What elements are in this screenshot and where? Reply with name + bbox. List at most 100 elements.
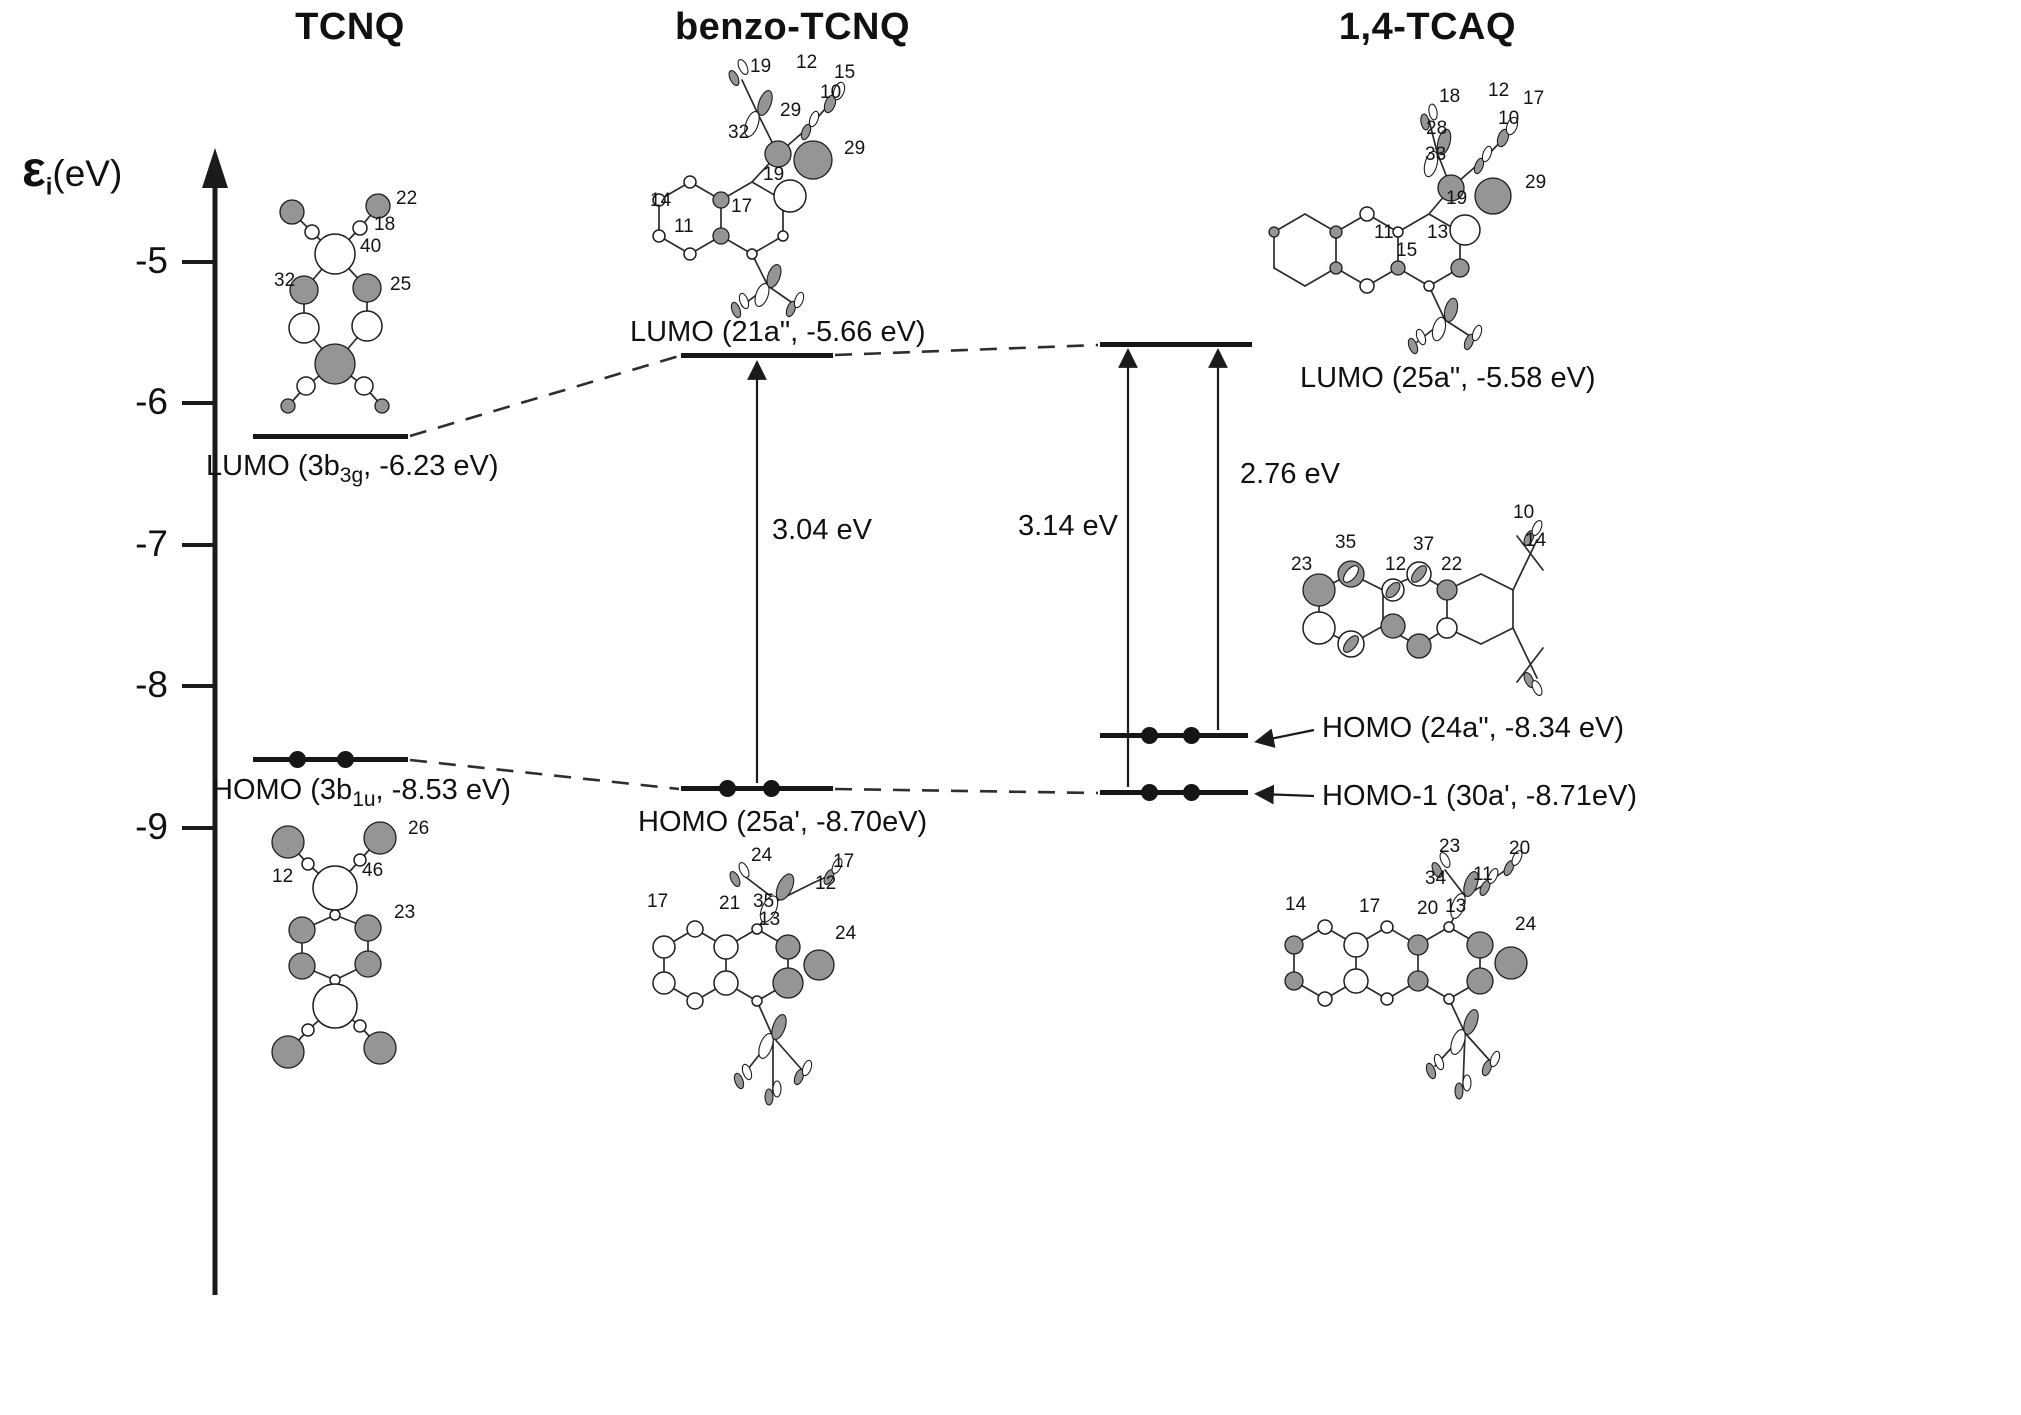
- homo-correlation-dash-left: [409, 758, 680, 791]
- electron-dot: [337, 751, 354, 768]
- svg-text:32: 32: [274, 270, 295, 291]
- svg-text:46: 46: [362, 860, 383, 881]
- svg-text:21: 21: [719, 893, 740, 914]
- svg-text:17: 17: [833, 851, 854, 872]
- tcaq-homo1-label: HOMO-1 (30a', -8.71eV): [1322, 780, 1637, 812]
- svg-text:11: 11: [1374, 222, 1394, 243]
- svg-text:10: 10: [820, 82, 841, 103]
- tick-label: -5: [135, 240, 168, 281]
- tick-label: -6: [135, 381, 168, 422]
- svg-text:19: 19: [763, 164, 784, 185]
- svg-text:12: 12: [272, 866, 293, 887]
- electron-dot: [719, 780, 736, 797]
- svg-text:11: 11: [1473, 864, 1493, 885]
- svg-text:24: 24: [835, 923, 857, 944]
- svg-text:34: 34: [1425, 868, 1447, 889]
- svg-text:29: 29: [1525, 172, 1546, 193]
- column-title-tcaq: 1,4-TCAQ: [1338, 6, 1517, 48]
- svg-text:15: 15: [1396, 240, 1417, 261]
- tcaq-lumo-level: [1100, 342, 1252, 347]
- svg-text:17: 17: [1523, 88, 1544, 109]
- svg-text:22: 22: [1441, 554, 1462, 575]
- tcaq-homo-orbital-diagram: 10 14 35 37 23 12 22: [1291, 502, 1547, 696]
- tick-label: -9: [135, 806, 168, 847]
- svg-text:24: 24: [751, 845, 773, 866]
- svg-text:23: 23: [1291, 554, 1312, 575]
- tcaq-homo1-level: [1100, 784, 1248, 801]
- svg-text:13: 13: [759, 909, 780, 930]
- svg-text:23: 23: [1439, 836, 1460, 857]
- svg-text:13: 13: [1445, 896, 1466, 917]
- tcaq-homo1-orbital-diagram: 23 20 11 34 14 17 20 13 24: [1284, 836, 1537, 1100]
- energy-axis-arrowhead: [202, 148, 228, 188]
- electron-dot: [1141, 727, 1158, 744]
- svg-text:11: 11: [674, 216, 694, 237]
- tcnq-homo-label: HOMO (3b1u, -8.53 eV): [212, 774, 511, 811]
- benzo-lumo-label: LUMO (21a", -5.66 eV): [630, 316, 926, 348]
- svg-text:37: 37: [1413, 534, 1434, 555]
- svg-text:17: 17: [647, 891, 668, 912]
- svg-text:10: 10: [1498, 108, 1519, 129]
- svg-text:22: 22: [396, 188, 417, 209]
- tick-label: -7: [135, 523, 168, 564]
- svg-text:14: 14: [1285, 894, 1307, 915]
- electron-dot: [289, 751, 306, 768]
- electron-dot: [1183, 727, 1200, 744]
- svg-text:12: 12: [1488, 80, 1509, 101]
- benzo-gap-label: 3.04 eV: [772, 514, 872, 546]
- svg-text:40: 40: [360, 236, 381, 257]
- homo1-label-pointer-arrow: [1254, 784, 1315, 805]
- svg-text:26: 26: [408, 818, 429, 839]
- svg-text:17: 17: [1359, 896, 1380, 917]
- svg-text:12: 12: [796, 52, 817, 73]
- tcnq-homo-level: [253, 751, 408, 768]
- svg-text:20: 20: [1509, 838, 1530, 859]
- svg-text:19: 19: [750, 56, 771, 77]
- svg-text:29: 29: [844, 138, 865, 159]
- benzo-homo-level: [681, 780, 833, 797]
- svg-text:23: 23: [394, 902, 415, 923]
- axis-unit: (eV): [52, 153, 123, 194]
- svg-text:14: 14: [650, 190, 672, 211]
- svg-text:24: 24: [1515, 914, 1537, 935]
- tcaq-homo-label: HOMO (24a", -8.34 eV): [1322, 712, 1625, 744]
- svg-text:25: 25: [390, 274, 411, 295]
- tcnq-lumo-label: LUMO (3b3g, -6.23 eV): [206, 450, 499, 487]
- svg-text:12: 12: [815, 873, 836, 894]
- svg-text:33: 33: [1425, 144, 1446, 165]
- benzo-homo-label: HOMO (25a', -8.70eV): [638, 806, 928, 838]
- svg-text:18: 18: [1439, 86, 1460, 107]
- tcnq-lumo-level: [253, 434, 408, 439]
- svg-text:29: 29: [780, 100, 801, 121]
- svg-text:35: 35: [1335, 532, 1356, 553]
- benzo-lumo-level: [681, 353, 833, 358]
- svg-text:18: 18: [374, 214, 395, 235]
- homo-label-pointer-arrow: [1254, 728, 1315, 748]
- svg-text:32: 32: [728, 122, 749, 143]
- svg-text:19: 19: [1446, 188, 1467, 209]
- tcaq-gap-label-homo1: 3.14 eV: [1018, 510, 1118, 542]
- svg-text:13: 13: [1427, 222, 1448, 243]
- electron-dot: [763, 780, 780, 797]
- electron-dot: [1141, 784, 1158, 801]
- lumo-correlation-dash-right: [834, 343, 1099, 357]
- lumo-correlation-dash-left: [409, 354, 680, 438]
- svg-text:15: 15: [834, 62, 855, 83]
- svg-text:14: 14: [1525, 530, 1547, 551]
- tcnq-homo-orbital-diagram: 26 46 12 23: [271, 818, 429, 1069]
- svg-text:10: 10: [1513, 502, 1534, 523]
- tick-label: -8: [135, 664, 168, 705]
- svg-text:17: 17: [731, 196, 752, 217]
- tcaq-gap-label-homo: 2.76 eV: [1240, 458, 1340, 490]
- column-title-tcnq: TCNQ: [295, 6, 405, 48]
- svg-text:12: 12: [1385, 554, 1406, 575]
- energy-axis-title: εi(eV): [22, 144, 122, 201]
- electron-dot: [1183, 784, 1200, 801]
- svg-text:28: 28: [1426, 118, 1447, 139]
